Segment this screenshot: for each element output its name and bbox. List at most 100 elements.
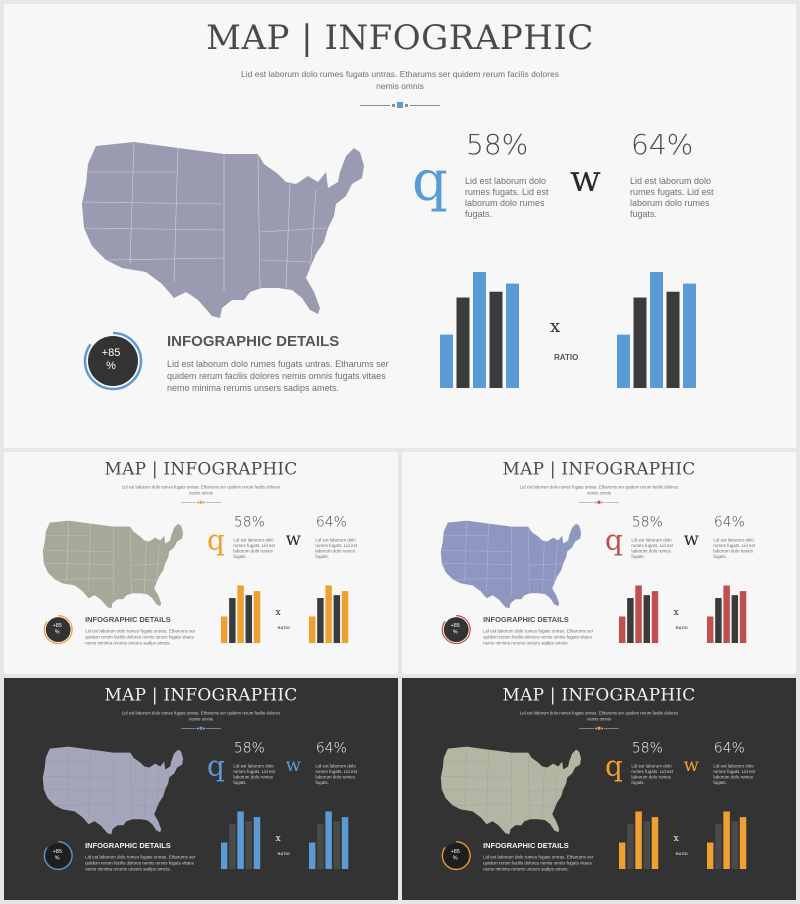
bar-1 xyxy=(706,842,714,870)
slide-subtitle: Lid est laborum dolo rumes fugats untras… xyxy=(121,484,281,496)
bar-3 xyxy=(473,272,486,388)
usa-map-icon xyxy=(42,746,184,835)
stat-1-letter: q xyxy=(604,750,623,783)
stat-1-value: 58% xyxy=(233,513,265,531)
stat-1-text: Lid est laborum dolo rumes fugats. Lid e… xyxy=(465,176,549,219)
title-divider xyxy=(181,500,221,506)
slide-thumb-red[interactable]: MAP | INFOGRAPHIC Lid est laborum dolo r… xyxy=(402,452,796,674)
bar-chart-left xyxy=(220,585,263,644)
bar-chart-left xyxy=(618,811,661,870)
stat-2-letter: w xyxy=(570,159,601,200)
progress-ring-icon xyxy=(441,615,471,645)
slide-thumb-orange[interactable]: MAP | INFOGRAPHIC Lid est laborum dolo r… xyxy=(4,452,398,674)
bar-1 xyxy=(308,616,316,644)
usa-map-icon xyxy=(81,141,364,318)
bar-1 xyxy=(706,616,714,644)
details-text: Lid est laborum dolo rumes fugats untras… xyxy=(483,628,594,646)
slide-title: MAP | INFOGRAPHIC xyxy=(104,458,298,479)
bar-2 xyxy=(627,824,634,870)
progress-ring-icon xyxy=(43,841,73,871)
bar-4 xyxy=(643,821,651,870)
bar-4 xyxy=(643,595,651,644)
bar-3 xyxy=(723,811,730,870)
bar-1 xyxy=(617,334,630,388)
bar-4 xyxy=(333,821,341,870)
stat-1-letter: q xyxy=(206,750,225,783)
ratio-symbol: x xyxy=(275,833,281,844)
slide-title: MAP | INFOGRAPHIC xyxy=(502,458,696,479)
bar-2 xyxy=(456,297,470,388)
stat-1-value: 58% xyxy=(631,513,663,531)
slide-thumb-dark-orange[interactable]: MAP | INFOGRAPHIC Lid est laborum dolo r… xyxy=(402,678,796,900)
bar-4 xyxy=(666,291,680,388)
stat-1-text: Lid est laborum dolo rumes fugats. Lid e… xyxy=(631,537,673,559)
bar-4 xyxy=(731,821,739,870)
bar-chart-left xyxy=(618,585,661,644)
bar-5 xyxy=(683,283,696,388)
stat-1-value: 58% xyxy=(466,128,529,161)
ratio-label: RATIO xyxy=(277,851,290,857)
details-badge-value: +85% xyxy=(52,848,62,862)
details-text: Lid est laborum dolo rumes fugats untras… xyxy=(85,628,196,646)
stat-2-value: 64% xyxy=(315,513,347,531)
slide-thumb-dark-blue[interactable]: MAP | INFOGRAPHIC Lid est laborum dolo r… xyxy=(4,678,398,900)
details-heading: INFOGRAPHIC DETAILS xyxy=(167,333,340,350)
slide-subtitle: Lid est laborum dolo rumes fugats untras… xyxy=(519,710,679,722)
bar-chart-right xyxy=(706,811,749,870)
usa-map-icon xyxy=(440,746,582,835)
progress-ring-icon xyxy=(43,615,73,645)
bar-2 xyxy=(715,598,722,644)
ratio-symbol: x xyxy=(673,607,679,618)
bar-1 xyxy=(618,842,626,870)
bar-1 xyxy=(220,616,228,644)
stat-1-text: Lid est laborum dolo rumes fugats. Lid e… xyxy=(233,763,275,785)
stat-1-text: Lid est laborum dolo rumes fugats. Lid e… xyxy=(631,763,673,785)
stat-2-letter: w xyxy=(683,529,699,550)
bar-2 xyxy=(633,297,647,388)
stat-1-letter: q xyxy=(206,524,225,557)
bar-chart-right xyxy=(617,272,701,388)
stat-2-value: 64% xyxy=(631,128,694,161)
bar-2 xyxy=(317,824,324,870)
details-text: Lid est laborum dolo rumes fugats untras… xyxy=(483,854,594,872)
ratio-label: RATIO xyxy=(554,353,579,362)
slide-title: MAP | INFOGRAPHIC xyxy=(502,684,696,705)
bar-5 xyxy=(739,817,747,870)
progress-ring-icon xyxy=(83,331,143,391)
details-heading: INFOGRAPHIC DETAILS xyxy=(85,841,171,851)
bar-1 xyxy=(618,616,626,644)
ratio-label: RATIO xyxy=(675,625,688,631)
bar-5 xyxy=(253,591,261,644)
slide-subtitle: Lid est laborum dolo rumes fugats untras… xyxy=(241,69,559,91)
ratio-symbol: x xyxy=(673,833,679,844)
details-badge-value: +85% xyxy=(52,622,62,636)
slide-title: MAP | INFOGRAPHIC xyxy=(206,18,594,58)
slide-main-blue[interactable]: MAP | INFOGRAPHIC Lid est laborum dolo r… xyxy=(4,4,796,448)
usa-map-icon xyxy=(440,520,582,609)
bar-5 xyxy=(341,817,349,870)
stat-1-text: Lid est laborum dolo rumes fugats. Lid e… xyxy=(233,537,275,559)
stat-2-text: Lid est laborum dolo rumes fugats. Lid e… xyxy=(713,537,755,559)
bar-3 xyxy=(635,811,642,870)
title-divider xyxy=(579,726,619,732)
slide-title: MAP | INFOGRAPHIC xyxy=(104,684,298,705)
slide-subtitle: Lid est laborum dolo rumes fugats untras… xyxy=(519,484,679,496)
progress-ring-icon xyxy=(441,841,471,871)
bar-2 xyxy=(627,598,634,644)
bar-5 xyxy=(739,591,747,644)
stat-1-letter: q xyxy=(604,524,623,557)
bar-3 xyxy=(723,585,730,644)
stat-2-letter: w xyxy=(683,755,699,776)
stat-2-value: 64% xyxy=(713,513,745,531)
bar-5 xyxy=(651,591,659,644)
title-divider xyxy=(181,726,221,732)
stat-2-letter: w xyxy=(285,529,301,550)
bar-2 xyxy=(229,598,236,644)
bar-3 xyxy=(237,811,244,870)
stat-2-text: Lid est laborum dolo rumes fugats. Lid e… xyxy=(315,763,357,785)
stat-1-value: 58% xyxy=(631,739,663,757)
details-badge-value: +85% xyxy=(450,848,460,862)
details-text: Lid est laborum dolo rumes fugats untras… xyxy=(85,854,196,872)
stat-1-letter: q xyxy=(412,149,448,214)
bar-chart-right xyxy=(706,585,749,644)
